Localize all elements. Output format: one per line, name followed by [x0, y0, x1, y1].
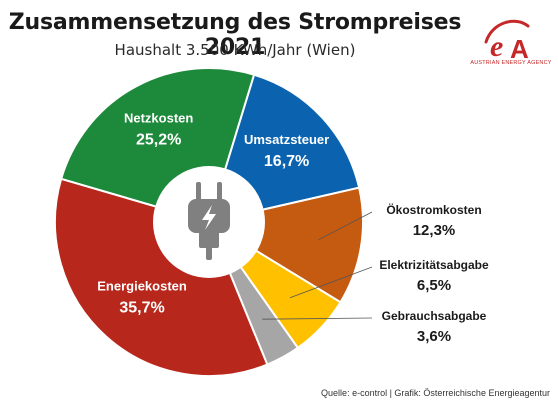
slice-value-label: 16,7% [264, 153, 309, 170]
chart-title: Zusammensetzung des Strompreises 2021 [8, 10, 462, 60]
logo-caption: AUSTRIAN ENERGY AGENCY [470, 60, 552, 66]
slice-value-label: 35,7% [119, 299, 164, 316]
chart-subtitle: Haushalt 3.500 KWh/Jahr (Wien) [114, 41, 356, 59]
slice-category-label: Elektrizitätsabgabe [379, 258, 489, 272]
leader-line [289, 266, 373, 299]
slice-category-label: Energiekosten [97, 278, 187, 293]
slice-category-label: Umsatzsteuer [244, 132, 329, 147]
leader-line [318, 211, 373, 241]
slice-value-label: 25,2% [136, 132, 181, 149]
leader-line [262, 317, 373, 320]
slice-category-label: Ökostromkosten [386, 202, 481, 217]
svg-text:A: A [510, 34, 529, 64]
power-plug-icon [188, 182, 230, 260]
slice-value-label: 12,3% [413, 222, 456, 239]
slice-category-label: Netzkosten [124, 111, 193, 126]
svg-text:e: e [490, 30, 503, 63]
source-note: Quelle: e-control | Grafik: Österreichis… [321, 388, 550, 398]
slice-value-label: 6,5% [417, 277, 451, 294]
slice-value-label: 3,6% [417, 328, 451, 345]
leader-lines [262, 211, 373, 320]
slice-energiekosten [54, 177, 269, 377]
austrian-energy-agency-logo: e A [484, 19, 530, 64]
slice-category-label: Gebrauchsabgabe [382, 309, 487, 323]
slice-labels: Umsatzsteuer 16,7% Ökostromkosten 12,3% Elek… [97, 111, 489, 345]
